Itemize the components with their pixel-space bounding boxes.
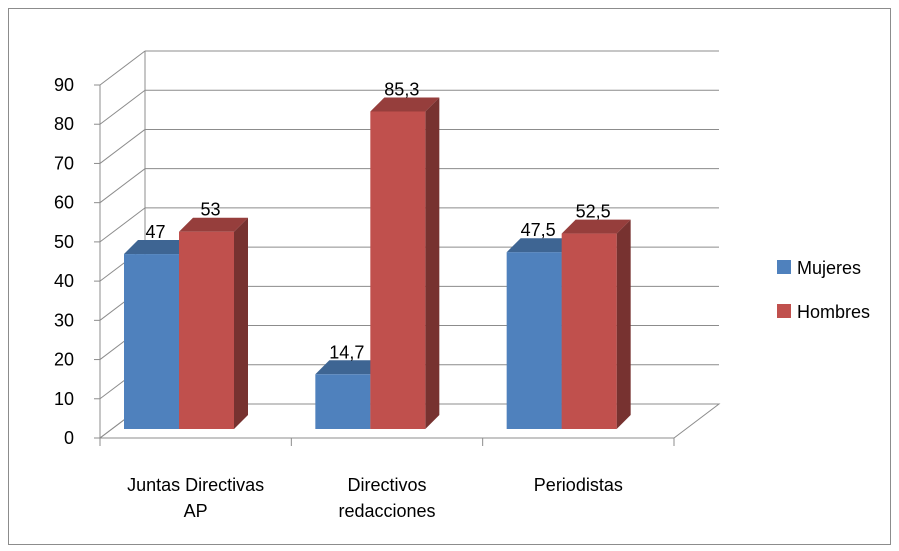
bar-top bbox=[506, 238, 576, 253]
bar bbox=[370, 111, 426, 429]
y-tick-label: 60 bbox=[54, 193, 74, 213]
gridline-side bbox=[99, 207, 146, 243]
y-tick-label: 10 bbox=[54, 389, 74, 409]
bars bbox=[124, 97, 631, 429]
bar bbox=[179, 231, 234, 429]
y-tick-label: 90 bbox=[54, 75, 74, 95]
data-label: 14,7 bbox=[329, 342, 364, 362]
data-label: 47,5 bbox=[521, 220, 556, 240]
y-tick-label: 50 bbox=[54, 232, 74, 252]
x-category-label: Periodistas bbox=[534, 475, 623, 495]
x-category-label: Juntas Directivas bbox=[127, 475, 264, 495]
x-category-label: redacciones bbox=[338, 501, 435, 521]
gridline-side bbox=[99, 50, 146, 86]
bar-side bbox=[616, 219, 631, 429]
y-tick-label: 70 bbox=[54, 153, 74, 173]
bar-top bbox=[370, 97, 440, 112]
legend-label: Mujeres bbox=[797, 258, 861, 278]
y-tick-label: 30 bbox=[54, 310, 74, 330]
bar-side bbox=[425, 97, 440, 429]
gridline-side bbox=[99, 168, 146, 204]
x-category-label: Directivos bbox=[347, 475, 426, 495]
y-tick-label: 40 bbox=[54, 271, 74, 291]
x-axis: Juntas Directivas AP Directivos redacciones… bbox=[99, 438, 675, 521]
data-labels: 47 53 14,7 85,3 47,5 52,5 bbox=[145, 79, 610, 362]
y-tick-label: 20 bbox=[54, 350, 74, 370]
data-label: 47 bbox=[145, 222, 165, 242]
bar bbox=[561, 233, 617, 429]
bar bbox=[315, 374, 371, 429]
bar bbox=[506, 252, 562, 429]
legend-swatch bbox=[777, 304, 791, 318]
legend: Mujeres Hombres bbox=[777, 258, 870, 322]
gridline-side bbox=[99, 89, 146, 125]
x-category-label: AP bbox=[184, 501, 208, 521]
y-tick-label: 80 bbox=[54, 114, 74, 134]
y-tick-label: 0 bbox=[64, 428, 74, 448]
bar-side bbox=[234, 217, 248, 429]
bar-top bbox=[315, 360, 385, 375]
bar bbox=[124, 254, 179, 429]
legend-label: Hombres bbox=[797, 302, 870, 322]
data-label: 53 bbox=[200, 200, 220, 220]
gridline-side bbox=[99, 129, 146, 164]
legend-swatch bbox=[777, 260, 791, 274]
data-label: 85,3 bbox=[384, 79, 419, 99]
y-axis: 0 10 20 30 40 50 60 70 80 90 bbox=[54, 75, 101, 448]
bar-top bbox=[561, 219, 631, 234]
bar-top bbox=[179, 217, 248, 232]
bar-top bbox=[124, 240, 193, 255]
data-label: 52,5 bbox=[576, 202, 611, 222]
